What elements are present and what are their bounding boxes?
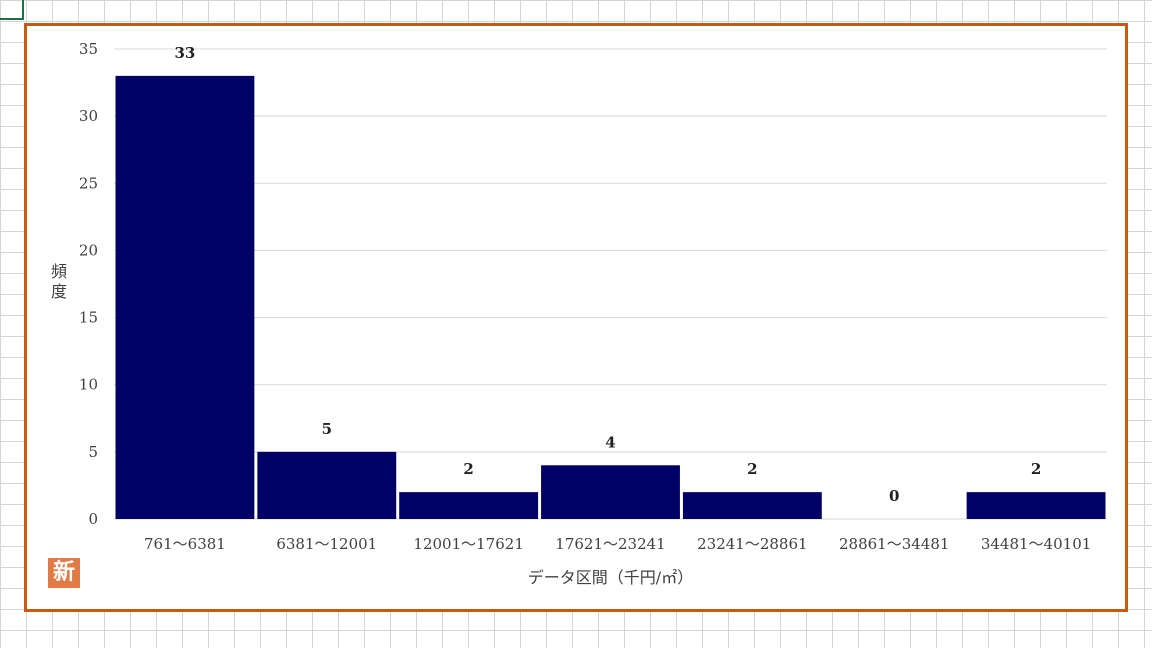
y-tick-label: 25 <box>79 174 98 192</box>
selected-cell-cursor[interactable] <box>0 0 24 20</box>
bar <box>966 492 1106 519</box>
bar-value-label: 2 <box>747 460 757 478</box>
y-tick-label: 15 <box>79 309 98 327</box>
y-axis-title-char: 頻 <box>51 262 67 281</box>
y-tick-label: 0 <box>88 510 98 528</box>
y-axis-title: 頻度 <box>51 262 67 301</box>
bar <box>115 75 255 519</box>
bar-value-label: 4 <box>605 433 615 451</box>
x-tick-label: 23241～28861 <box>697 535 807 553</box>
x-tick-label: 28861～34481 <box>839 535 949 553</box>
x-tick-label: 6381～12001 <box>276 535 377 553</box>
y-axis-title-char: 度 <box>51 282 67 301</box>
bar-value-label: 2 <box>1031 460 1041 478</box>
x-tick-label: 34481～40101 <box>981 535 1091 553</box>
data-labels: 33 5 2 4 2 0 2 <box>174 44 1041 505</box>
y-axis-ticks: 0 5 10 15 20 25 30 35 <box>79 40 98 528</box>
x-axis-title: データ区間（千円/㎡） <box>528 568 693 587</box>
y-tick-label: 10 <box>79 376 98 394</box>
bars <box>115 75 1106 519</box>
x-tick-label: 12001～17621 <box>413 535 523 553</box>
new-badge-icon: 新 <box>48 558 80 588</box>
bar <box>682 492 822 519</box>
x-tick-label: 17621～23241 <box>555 535 665 553</box>
bar <box>257 451 397 519</box>
bar-value-label: 33 <box>174 44 195 62</box>
x-tick-label: 761～6381 <box>144 535 226 553</box>
bar-value-label: 0 <box>889 487 899 505</box>
y-tick-label: 35 <box>79 40 98 58</box>
y-tick-label: 20 <box>79 241 98 259</box>
bar-value-label: 5 <box>322 420 332 438</box>
bar-value-label: 2 <box>463 460 473 478</box>
bar <box>541 465 680 519</box>
y-tick-label: 30 <box>79 107 98 125</box>
x-axis-ticks: 761～6381 6381～12001 12001～17621 17621～23241… <box>144 535 1091 553</box>
chart-area[interactable]: 0 5 10 15 20 25 30 35 33 5 2 4 2 0 2 761～6381 6381～120… <box>24 23 1128 612</box>
y-tick-label: 5 <box>88 443 98 461</box>
bar <box>399 492 539 519</box>
